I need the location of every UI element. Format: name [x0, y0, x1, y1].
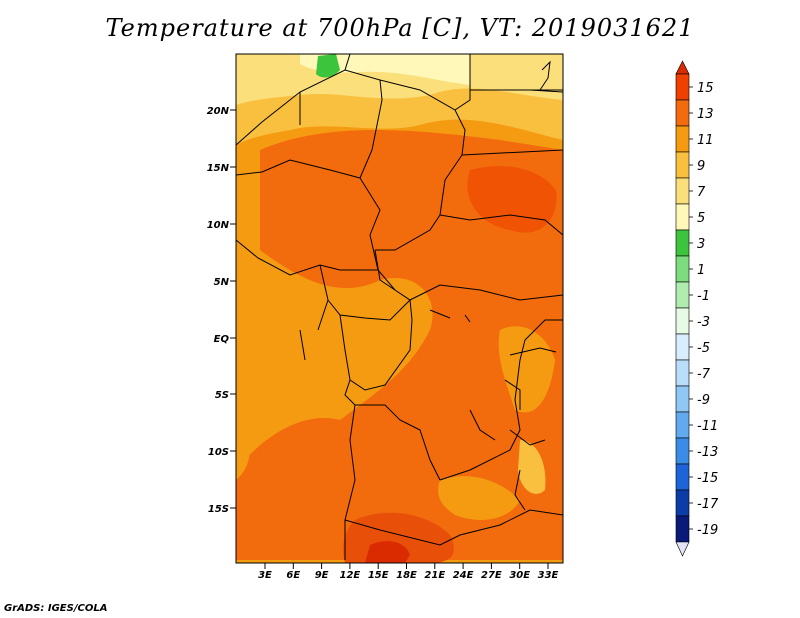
- lon-tick-label: 33E: [538, 570, 559, 581]
- colorbar-level-label: -15: [697, 471, 718, 486]
- lat-tick-label: 5S: [215, 390, 229, 401]
- lat-tick-label: 20N: [207, 106, 230, 117]
- colorbar-swatch: [675, 515, 690, 543]
- lat-tick-label: EQ: [214, 334, 230, 345]
- lon-tick-label: 24E: [453, 570, 474, 581]
- colorbar-level-label: 1: [697, 263, 705, 278]
- lon-tick-label: 18E: [396, 570, 417, 581]
- colorbar-level-label: 15: [697, 81, 714, 96]
- colorbar-bottom-arrow: [675, 541, 690, 557]
- colorbar-level-label: -17: [697, 497, 719, 512]
- colorbar-swatch: [675, 99, 690, 127]
- lat-tick-label: 10S: [208, 447, 229, 458]
- colorbar-swatch: [675, 177, 690, 205]
- lat-tick-label: 15N: [207, 163, 230, 174]
- lon-tick-label: 3E: [258, 570, 272, 581]
- grads-credit: GrADS: IGES/COLA: [4, 603, 108, 614]
- colorbar-swatch: [675, 281, 690, 309]
- lon-tick-label: 27E: [481, 570, 502, 581]
- colorbar-level-label: 9: [697, 159, 705, 174]
- lon-tick-label: 6E: [286, 570, 300, 581]
- lat-tick-label: 5N: [214, 277, 230, 288]
- colorbar-level-label: -13: [697, 445, 718, 460]
- colorbar-level-label: -1: [697, 289, 710, 304]
- latitude-axis: 20N 15N 10N 5N EQ 5S 10S 15S: [207, 106, 236, 515]
- lat-tick-label: 15S: [208, 504, 229, 515]
- colorbar-level-label: 5: [697, 211, 705, 226]
- lon-tick-label: 21E: [424, 570, 445, 581]
- colorbar-swatch: [675, 437, 690, 465]
- lat-tick-label: 10N: [207, 220, 230, 231]
- colorbar-level-label: -19: [697, 523, 718, 538]
- colorbar-level-label: -5: [697, 341, 710, 356]
- lon-tick-label: 15E: [368, 570, 389, 581]
- colorbar-swatch: [675, 73, 690, 101]
- longitude-axis: 3E 6E 9E 12E 15E 18E 21E 24E 27E 30E 33E: [258, 563, 559, 581]
- colorbar: 15 13 11 9 7 5 3 1 -1 -3 -5 -7 -9 -11 -13 -15 -17 -19: [675, 60, 719, 557]
- colorbar-swatch: [675, 333, 690, 361]
- colorbar-swatch: [675, 489, 690, 517]
- country-borders: [236, 54, 563, 560]
- colorbar-level-label: -11: [697, 419, 718, 434]
- colorbar-level-label: 13: [697, 107, 714, 122]
- colorbar-level-label: -7: [697, 367, 711, 382]
- colorbar-swatch: [675, 255, 690, 283]
- map-frame: [235, 53, 564, 564]
- colorbar-swatch: [675, 359, 690, 387]
- colorbar-top-arrow: [675, 60, 690, 75]
- colorbar-level-label: 7: [697, 185, 706, 200]
- colorbar-swatch: [675, 463, 690, 491]
- colorbar-swatch: [675, 151, 690, 179]
- colorbar-swatch: [675, 125, 690, 153]
- colorbar-swatch: [675, 385, 690, 413]
- colorbar-swatch: [675, 229, 690, 257]
- colorbar-level-label: -9: [697, 393, 710, 408]
- colorbar-level-label: -3: [697, 315, 710, 330]
- lon-tick-label: 30E: [509, 570, 530, 581]
- lon-tick-label: 9E: [315, 570, 329, 581]
- temperature-field: [236, 54, 563, 563]
- chart-title: Temperature at 700hPa [C], VT: 201903162…: [105, 14, 695, 42]
- colorbar-level-label: 3: [697, 237, 705, 252]
- colorbar-level-label: 11: [697, 133, 714, 148]
- colorbar-swatch: [675, 411, 690, 439]
- colorbar-swatch: [675, 203, 690, 231]
- colorbar-swatch: [675, 307, 690, 335]
- lon-tick-label: 12E: [340, 570, 361, 581]
